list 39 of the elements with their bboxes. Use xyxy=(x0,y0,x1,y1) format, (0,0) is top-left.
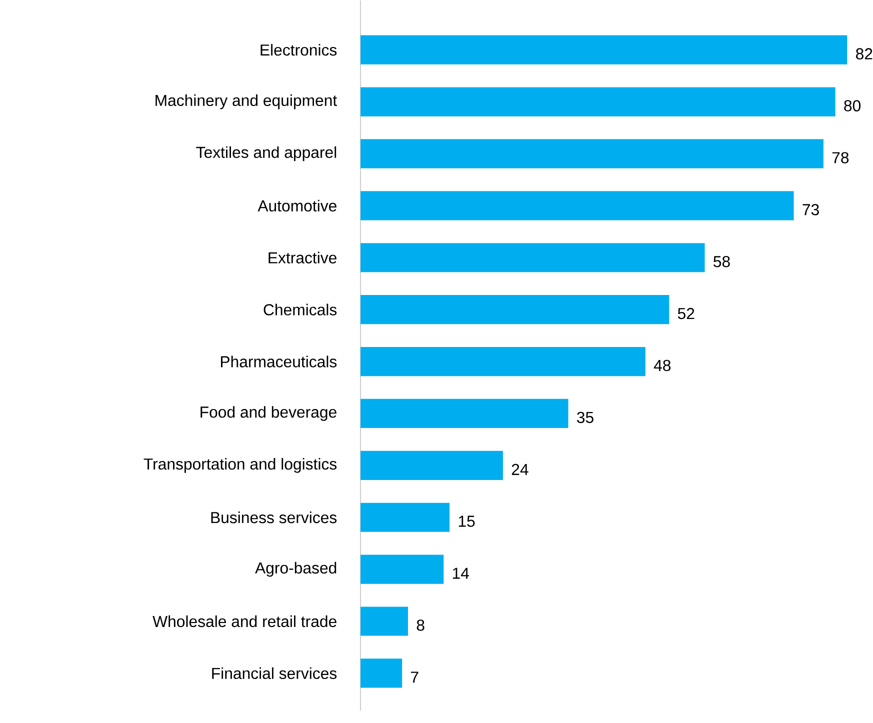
y-tick-label: Wholesale and retail trade xyxy=(152,616,336,628)
bar xyxy=(360,191,794,220)
data-label: 73 xyxy=(802,204,819,216)
bar xyxy=(360,503,450,532)
data-label: 48 xyxy=(654,360,671,372)
data-label: 58 xyxy=(714,256,730,268)
y-tick-label: Automotive xyxy=(258,200,336,212)
data-label: 78 xyxy=(832,152,849,164)
y-tick-label: Chemicals xyxy=(264,304,337,316)
bar xyxy=(360,606,408,636)
bar xyxy=(360,347,646,376)
data-label: 52 xyxy=(678,308,694,320)
y-tick-label: Financial services xyxy=(212,668,337,680)
bar xyxy=(360,555,444,584)
data-label: 24 xyxy=(512,464,528,476)
bar xyxy=(360,87,836,117)
data-label: 8 xyxy=(416,620,424,632)
y-tick-label: Textiles and apparel xyxy=(196,146,336,162)
bar xyxy=(360,139,824,169)
data-label: 35 xyxy=(576,412,594,424)
bar xyxy=(360,451,503,480)
y-tick-label: Electronics xyxy=(260,44,337,56)
bar xyxy=(360,658,402,688)
y-tick-label: Agro-based xyxy=(255,562,336,577)
data-label: 14 xyxy=(452,568,469,579)
data-label: 82 xyxy=(856,48,872,60)
y-tick-label: Extractive xyxy=(268,252,336,264)
data-label: 15 xyxy=(458,516,475,528)
bar xyxy=(360,243,705,272)
bar xyxy=(360,295,670,324)
y-tick-label: Machinery and equipment xyxy=(156,94,337,110)
bar xyxy=(360,36,848,65)
y-tick-label: Food and beverage xyxy=(200,406,336,422)
bar xyxy=(360,399,568,428)
y-tick-label: Transportation and logistics xyxy=(144,458,337,474)
y-tick-label: Pharmaceuticals xyxy=(220,356,337,368)
data-label: 7 xyxy=(411,672,418,683)
data-label: 80 xyxy=(844,100,861,112)
y-tick-label: Business services xyxy=(211,512,337,524)
